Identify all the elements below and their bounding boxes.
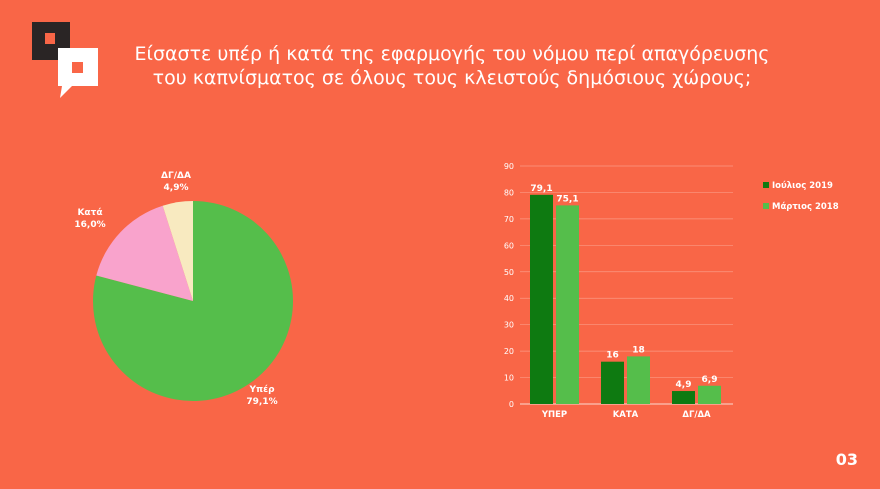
title-line-1: Είσαστε υπέρ ή κατά της εφαρμογής του νό…	[134, 43, 770, 65]
x-tick-label: ΚΑΤΑ	[613, 410, 639, 420]
bar-value-label: 75,1	[556, 194, 578, 204]
pie-label-1: Υπέρ	[248, 384, 275, 395]
brand-logo-icon	[32, 22, 98, 98]
y-tick-label: 70	[504, 215, 514, 224]
pie-chart: Υπέρ 79,1% Κατά 16,0% ΔΓ/ΔΑ 4,9%	[74, 171, 293, 407]
legend-swatch-2	[763, 203, 769, 209]
x-tick-label: ΥΠΕΡ	[541, 410, 567, 420]
y-tick-label: 60	[504, 241, 514, 250]
bar-1-2	[556, 205, 579, 404]
y-tick-label: 0	[509, 400, 514, 409]
pie-slice-2	[96, 205, 193, 301]
bar-value-label: 79,1	[530, 184, 552, 194]
legend-swatch-1	[763, 182, 769, 188]
y-tick-label: 20	[504, 347, 514, 356]
bar-2-2	[627, 356, 650, 404]
page-number: 03	[835, 450, 858, 469]
pie-value-2: 16,0%	[74, 220, 105, 230]
legend-label-2: Μάρτιος 2018	[772, 202, 839, 212]
y-tick-label: 80	[504, 188, 514, 197]
pie-value-1: 79,1%	[246, 397, 277, 407]
bar-3-1	[672, 391, 695, 404]
title-line-2: του καπνίσματος σε όλους τους κλειστούς …	[152, 67, 752, 89]
legend-label-1: Ιούλιος 2019	[772, 181, 833, 191]
y-tick-label: 90	[504, 162, 514, 171]
pie-slice-3	[162, 201, 193, 301]
x-tick-label: ΔΓ/ΔΑ	[682, 410, 711, 420]
bar-value-label: 16	[606, 351, 619, 361]
pie-label-2: Κατά	[77, 208, 102, 218]
y-tick-label: 40	[504, 294, 514, 303]
bar-3-2	[698, 385, 721, 404]
bar-2-1	[601, 361, 624, 404]
pie-label-3: ΔΓ/ΔΑ	[161, 171, 191, 181]
slide-title: Είσαστε υπέρ ή κατά της εφαρμογής του νό…	[112, 42, 792, 90]
y-tick-label: 50	[504, 268, 514, 277]
y-tick-label: 30	[504, 321, 514, 330]
bar-1-1	[530, 194, 553, 404]
bar-value-label: 6,9	[702, 375, 718, 385]
pie-value-3: 4,9%	[164, 183, 189, 193]
bar-value-label: 4,9	[676, 380, 692, 390]
y-tick-label: 10	[504, 374, 514, 383]
bar-value-label: 18	[632, 345, 645, 355]
